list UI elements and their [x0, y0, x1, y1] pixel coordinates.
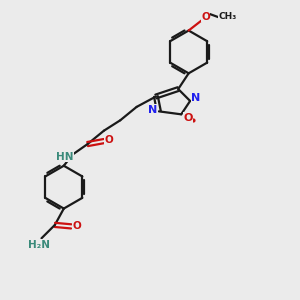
- Text: O: O: [105, 135, 113, 145]
- Text: HN: HN: [56, 152, 73, 162]
- Text: N: N: [148, 105, 158, 115]
- Text: O: O: [183, 113, 192, 123]
- Text: O: O: [72, 221, 81, 231]
- Text: N: N: [191, 93, 201, 103]
- Text: CH₃: CH₃: [218, 12, 236, 21]
- Text: O: O: [201, 11, 210, 22]
- Text: H₂N: H₂N: [28, 240, 50, 250]
